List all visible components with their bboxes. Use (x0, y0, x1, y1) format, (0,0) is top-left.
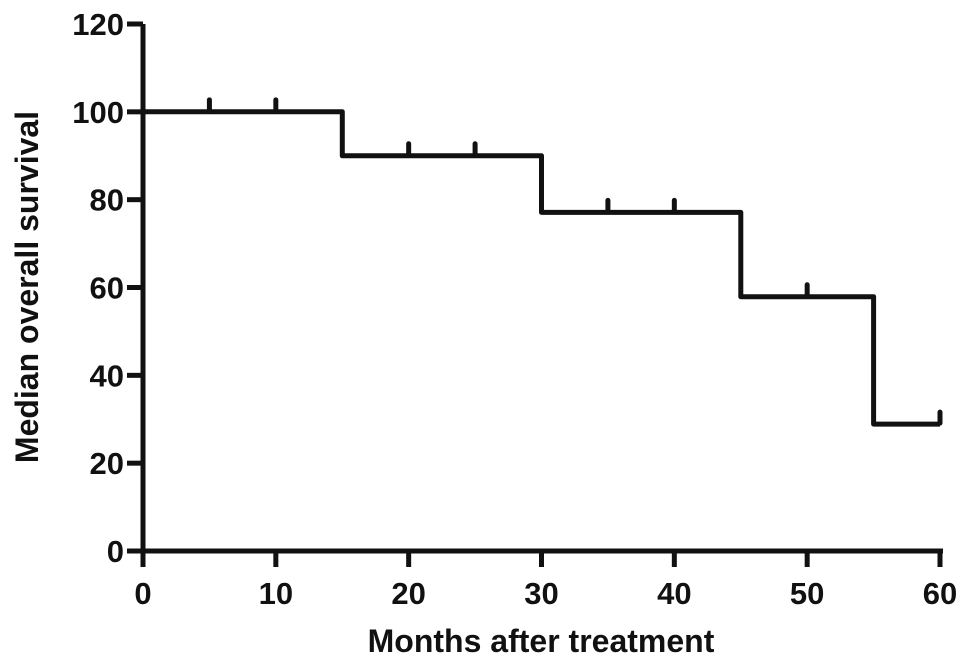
y-tick-label: 80 (90, 183, 124, 218)
y-axis-ticks: 0 20 40 60 80 100 120 (72, 7, 143, 569)
y-tick-label: 20 (90, 446, 124, 481)
y-tick-label: 60 (90, 271, 124, 306)
y-tick-label: 40 (90, 358, 124, 393)
axis-spine (140, 24, 943, 554)
y-tick-label: 100 (72, 95, 124, 130)
y-tick-label: 0 (107, 534, 124, 569)
survival-curve-path (143, 109, 940, 427)
survival-curve (143, 97, 943, 427)
x-tick-label: 30 (524, 576, 558, 611)
y-tick-label: 120 (72, 7, 124, 42)
x-tick-label: 50 (790, 576, 824, 611)
x-tick-label: 60 (923, 576, 957, 611)
x-axis-ticks: 0 10 20 30 40 50 60 (134, 551, 957, 611)
x-tick-label: 0 (134, 576, 151, 611)
x-tick-label: 10 (259, 576, 293, 611)
x-tick-label: 40 (657, 576, 691, 611)
x-tick-label: 20 (391, 576, 425, 611)
x-axis-title: Months after treatment (368, 623, 715, 659)
axes (140, 24, 943, 554)
y-axis-title: Median overall survival (9, 111, 45, 463)
